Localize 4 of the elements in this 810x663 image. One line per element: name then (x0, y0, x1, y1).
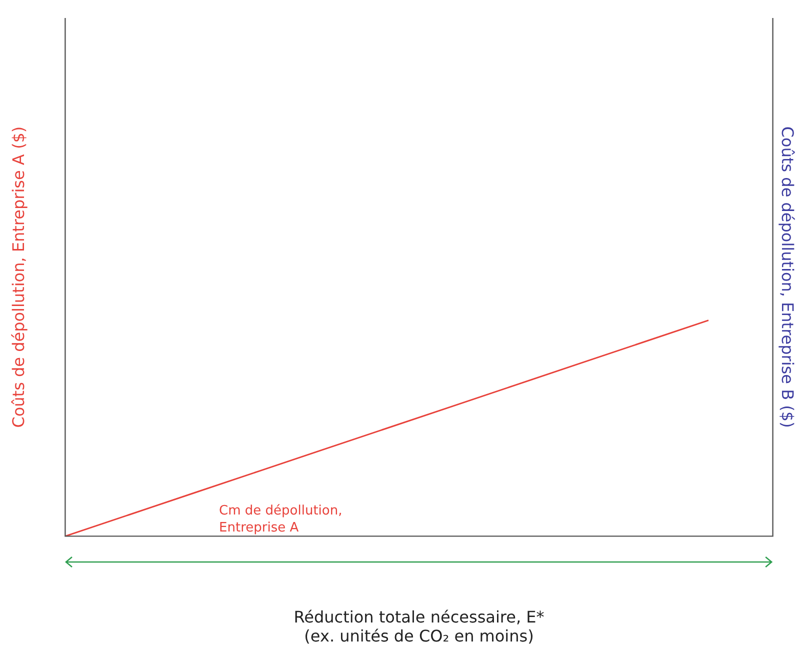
y2-axis-title: Coûts de dépollution, Entreprise B ($) (778, 126, 798, 428)
y-axis-title: Coûts de dépollution, Entreprise A ($) (8, 126, 28, 428)
series-label: Cm de dépollution, Entreprise A (219, 503, 342, 536)
x-axis-title: Réduction totale nécessaire, E* (ex. unités de CO₂ en moins) (294, 607, 544, 646)
